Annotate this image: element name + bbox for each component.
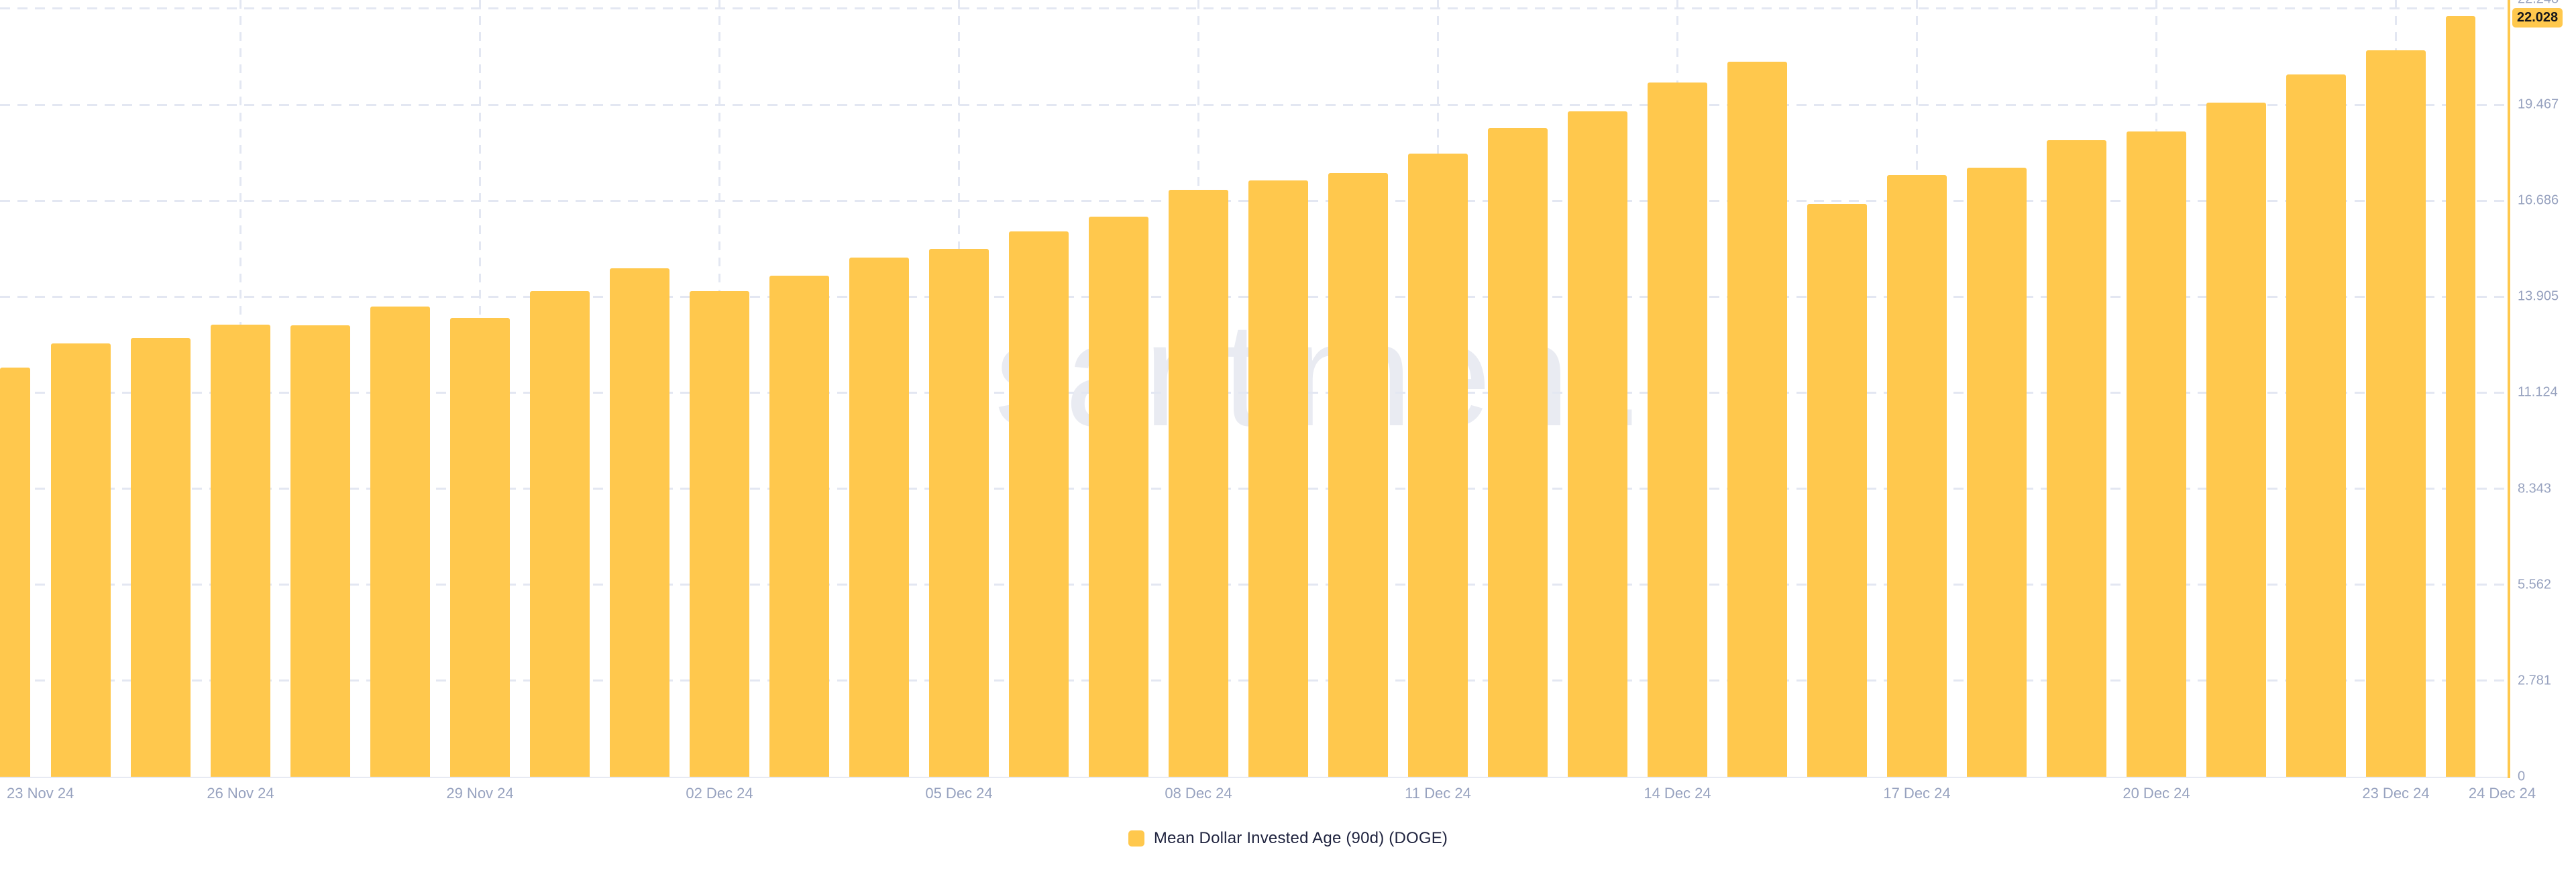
h-gridline [0,7,2509,10]
x-tick-label: 05 Dec 24 [925,785,993,802]
bar-28-nov-24[interactable] [370,307,430,777]
x-tick-label: 26 Nov 24 [207,785,274,802]
bar-29-nov-24[interactable] [450,317,510,777]
bar-06-dec-24[interactable] [1009,231,1069,777]
y-axis-line [2508,0,2510,778]
y-tick-label: 13.905 [2518,288,2559,304]
plot-area: santiment. 0 2.781 5.562 8.343 11.124 13.905 1… [0,0,2563,802]
x-tick-label: 23 Dec 24 [2362,785,2430,802]
y-tick-label: 0 [2518,769,2526,784]
bar-24-dec-24[interactable] [2446,16,2475,777]
y-tick-label: 19.467 [2518,97,2559,112]
y-tick-label: 8.343 [2518,481,2552,496]
bar-19-dec-24[interactable] [2047,140,2106,777]
bar-02-dec-24[interactable] [690,290,749,777]
x-tick-label: 02 Dec 24 [686,785,753,802]
bar-15-dec-24[interactable] [1727,61,1787,777]
x-axis-line [0,777,2510,778]
bar-05-dec-24[interactable] [929,248,989,777]
last-value-badge: 22.028 [2512,8,2563,28]
bar-03-dec-24[interactable] [769,275,829,777]
bar-23-dec-24[interactable] [2366,50,2426,777]
bar-11-dec-24[interactable] [1408,154,1468,777]
bar-21-dec-24[interactable] [2206,102,2266,777]
y-tick-label: 5.562 [2518,577,2552,592]
legend-item[interactable]: Mean Dollar Invested Age (90d) (DOGE) [0,829,2576,848]
bar-26-nov-24[interactable] [211,324,270,777]
y-tick-label: 11.124 [2518,384,2558,400]
x-tick-label: 23 Nov 24 [7,785,74,802]
bar-10-dec-24[interactable] [1328,172,1388,777]
bar-16-dec-24[interactable] [1807,203,1867,777]
bar-07-dec-24[interactable] [1089,216,1148,777]
x-tick-label: 20 Dec 24 [2123,785,2190,802]
bar-14-dec-24[interactable] [1648,83,1707,777]
x-tick-label: 11 Dec 24 [1405,785,1471,802]
bar-12-dec-24[interactable] [1488,127,1548,777]
h-gridline [0,103,2509,106]
x-tick-label: 14 Dec 24 [1644,785,1711,802]
bar-17-dec-24[interactable] [1887,174,1947,777]
bar-13-dec-24[interactable] [1568,111,1627,777]
bar-25-nov-24[interactable] [131,338,191,777]
bar-08-dec-24[interactable] [1169,189,1228,777]
bar-09-dec-24[interactable] [1248,180,1308,777]
legend-label: Mean Dollar Invested Age (90d) (DOGE) [1153,829,1448,847]
y-tick-label: 22.248 [2518,0,2559,7]
x-tick-label: 08 Dec 24 [1165,785,1232,802]
bar-30-nov-24[interactable] [530,290,590,777]
bar-18-dec-24[interactable] [1967,167,2027,777]
bar-20-dec-24[interactable] [2127,131,2186,777]
x-tick-label: 24 Dec 24 [2468,785,2536,802]
bar-23-nov-24[interactable] [0,368,30,777]
bar-24-nov-24[interactable] [51,343,111,777]
y-tick-label: 16.686 [2518,193,2559,208]
bar-04-dec-24[interactable] [849,257,909,777]
x-tick-label: 17 Dec 24 [1883,785,1951,802]
bar-01-dec-24[interactable] [610,268,669,777]
y-tick-label: 2.781 [2518,673,2552,688]
x-tick-label: 29 Nov 24 [446,785,514,802]
legend-marker-icon [1128,830,1144,847]
bar-22-dec-24[interactable] [2286,74,2346,777]
bar-27-nov-24[interactable] [290,325,350,777]
